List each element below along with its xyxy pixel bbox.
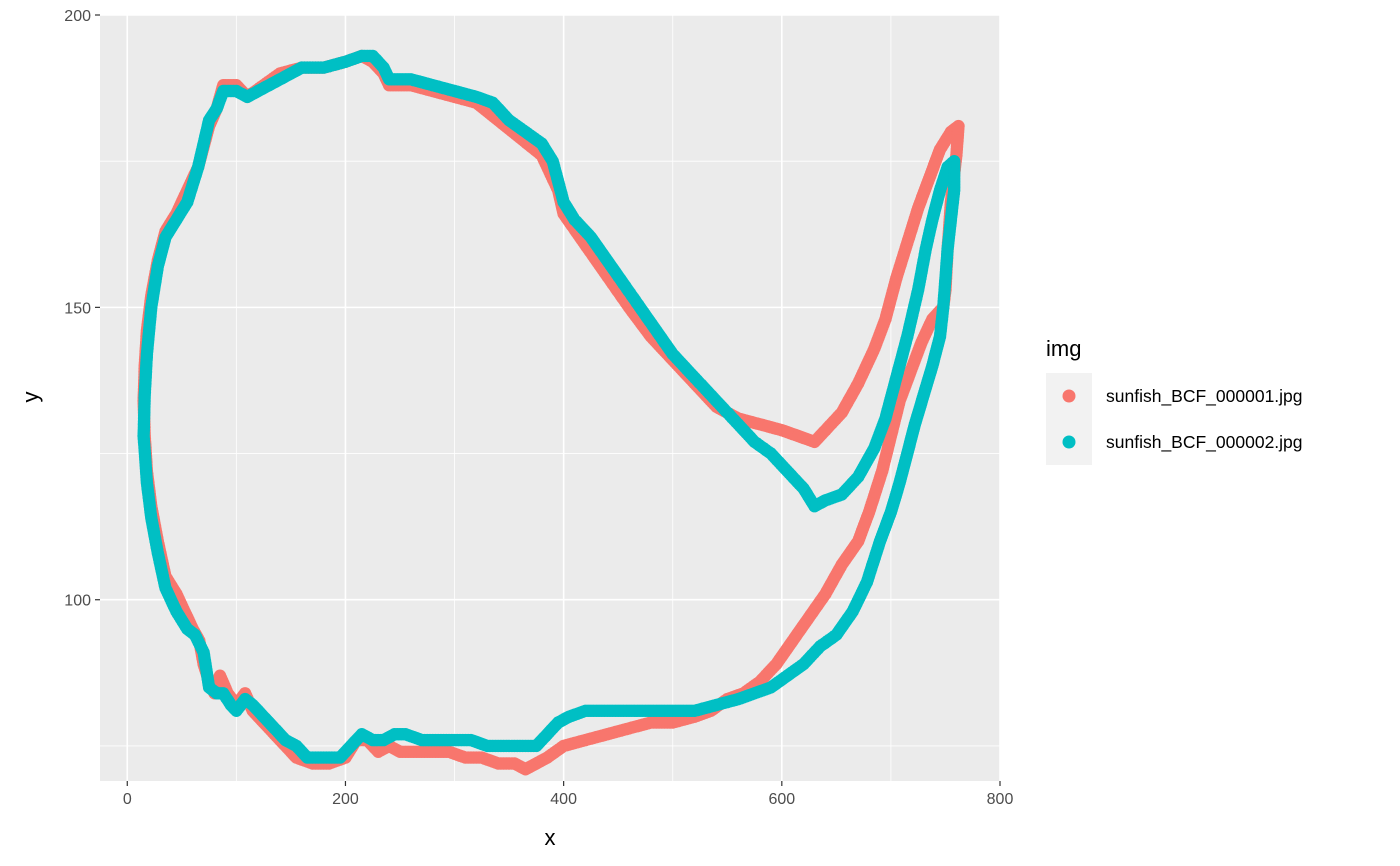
data-points: [137, 49, 965, 776]
legend-title: img: [1046, 336, 1081, 361]
x-axis-title: x: [545, 825, 556, 850]
x-tick-label: 600: [768, 791, 795, 808]
x-tick-label: 0: [123, 791, 132, 808]
axes: 0 200 400 600 800 100 150 200: [64, 8, 1013, 808]
y-tick-label: 150: [64, 300, 91, 317]
panel-background: [100, 15, 1000, 781]
y-tick-label: 100: [64, 593, 91, 610]
series-2: [137, 49, 961, 764]
data-point: [217, 84, 230, 98]
legend-label-series-2: sunfish_BCF_000002.jpg: [1106, 432, 1303, 453]
x-tick-label: 400: [550, 791, 577, 808]
legend: img sunfish_BCF_000001.jpg sunfish_BCF_0…: [1046, 336, 1303, 465]
major-gridlines: [100, 14, 1001, 781]
x-tick-label: 800: [987, 791, 1014, 808]
legend-key-series-1: [1062, 389, 1076, 403]
x-tick-label: 200: [332, 791, 359, 808]
legend-key-series-2: [1062, 435, 1076, 449]
y-axis-title: y: [18, 392, 43, 403]
y-tick-label: 200: [64, 8, 91, 25]
legend-label-series-1: sunfish_BCF_000001.jpg: [1106, 386, 1303, 407]
